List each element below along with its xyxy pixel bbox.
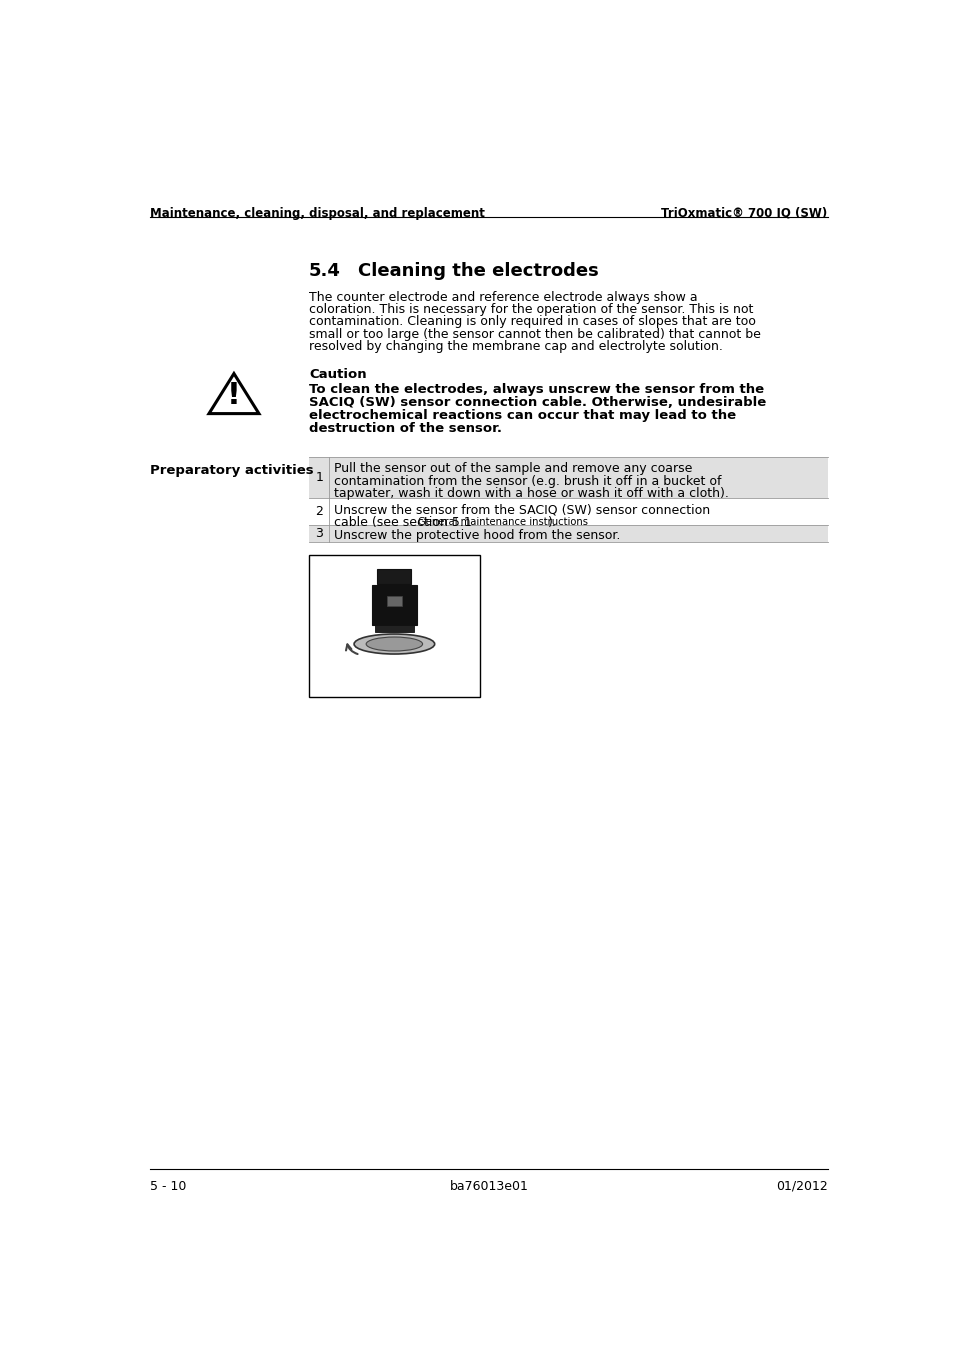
Text: ba76013e01: ba76013e01 xyxy=(449,1180,528,1193)
Text: small or too large (the sensor cannot then be calibrated) that cannot be: small or too large (the sensor cannot th… xyxy=(309,328,760,340)
Text: 2: 2 xyxy=(314,505,323,518)
Bar xyxy=(386,595,402,606)
Text: Pull the sensor out of the sample and remove any coarse: Pull the sensor out of the sample and re… xyxy=(334,462,692,475)
Text: The counter electrode and reference electrode always show a: The counter electrode and reference elec… xyxy=(309,290,697,304)
Ellipse shape xyxy=(366,637,422,651)
Text: electrochemical reactions can occur that may lead to the: electrochemical reactions can occur that… xyxy=(309,409,736,423)
Text: !: ! xyxy=(227,381,241,410)
Text: resolved by changing the membrane cap and electrolyte solution.: resolved by changing the membrane cap an… xyxy=(309,340,722,352)
Text: General maintenance instructions: General maintenance instructions xyxy=(417,517,587,526)
Bar xyxy=(309,498,827,525)
Text: coloration. This is necessary for the operation of the sensor. This is not: coloration. This is necessary for the op… xyxy=(309,302,753,316)
Text: 1: 1 xyxy=(314,471,323,485)
Text: contamination from the sensor (e.g. brush it off in a bucket of: contamination from the sensor (e.g. brus… xyxy=(334,475,720,487)
Text: Cleaning the electrodes: Cleaning the electrodes xyxy=(357,262,598,279)
Text: TriOxmatic® 700 IQ (SW): TriOxmatic® 700 IQ (SW) xyxy=(660,207,827,220)
Text: 3: 3 xyxy=(314,526,323,540)
Bar xyxy=(309,525,827,541)
Text: tapwater, wash it down with a hose or wash it off with a cloth).: tapwater, wash it down with a hose or wa… xyxy=(334,487,728,500)
Text: Unscrew the sensor from the SACIQ (SW) sensor connection: Unscrew the sensor from the SACIQ (SW) s… xyxy=(334,504,709,517)
Text: cable (see section 5.1: cable (see section 5.1 xyxy=(334,516,476,529)
Text: 5.4: 5.4 xyxy=(309,262,340,279)
Text: destruction of the sensor.: destruction of the sensor. xyxy=(309,423,501,435)
Text: To clean the electrodes, always unscrew the sensor from the: To clean the electrodes, always unscrew … xyxy=(309,383,763,396)
Text: Unscrew the protective hood from the sensor.: Unscrew the protective hood from the sen… xyxy=(334,528,619,541)
Text: Preparatory activities: Preparatory activities xyxy=(150,464,314,477)
Text: SACIQ (SW) sensor connection cable. Otherwise, undesirable: SACIQ (SW) sensor connection cable. Othe… xyxy=(309,396,765,409)
Bar xyxy=(309,555,479,697)
Bar xyxy=(377,568,411,585)
Text: contamination. Cleaning is only required in cases of slopes that are too: contamination. Cleaning is only required… xyxy=(309,316,755,328)
Text: 5 - 10: 5 - 10 xyxy=(150,1180,187,1193)
Text: Maintenance, cleaning, disposal, and replacement: Maintenance, cleaning, disposal, and rep… xyxy=(150,207,485,220)
Ellipse shape xyxy=(354,634,435,653)
Bar xyxy=(375,625,414,632)
Text: 01/2012: 01/2012 xyxy=(775,1180,827,1193)
Text: Caution: Caution xyxy=(309,369,366,381)
Text: ).: ). xyxy=(547,516,557,529)
Bar xyxy=(309,456,827,498)
Bar xyxy=(372,585,416,625)
